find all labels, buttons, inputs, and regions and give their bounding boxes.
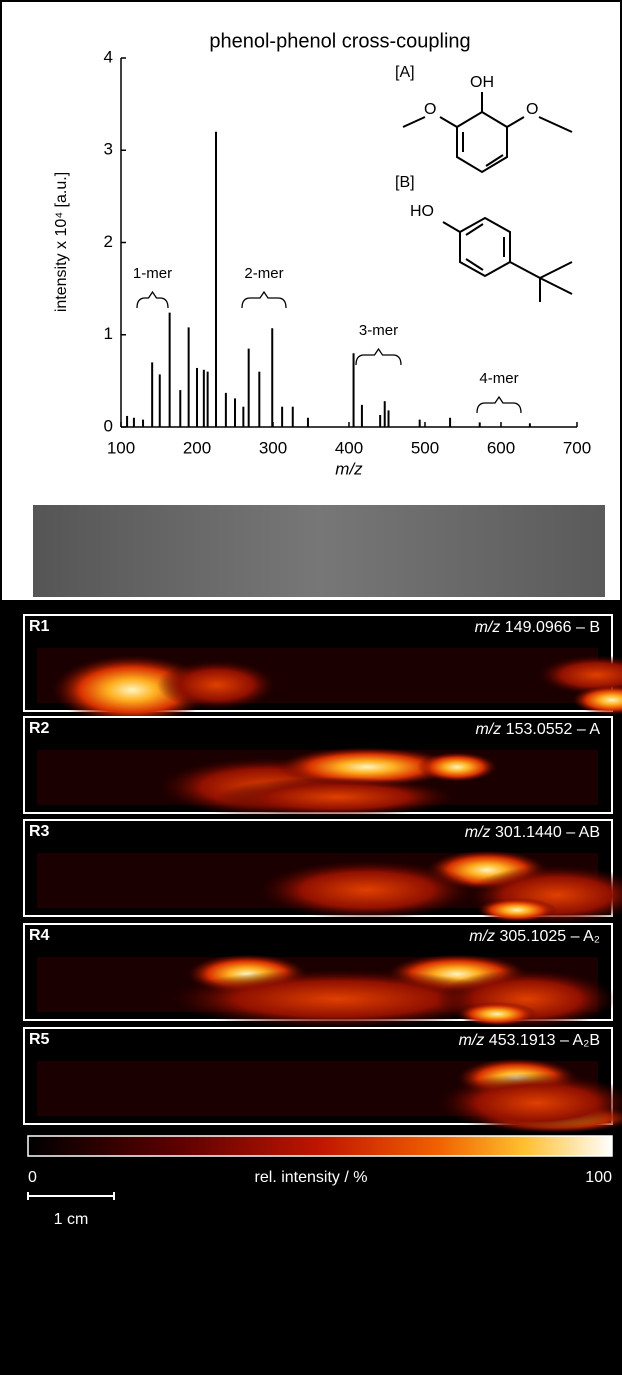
panel-mz: m/z 453.1913 – A₂B (459, 1032, 600, 1049)
ms-image-panel: R3 m/z 301.1440 – AB (23, 819, 622, 925)
atom-label: OH (470, 74, 494, 91)
x-tick-label: 200 (183, 438, 211, 457)
panel-label: R1 (29, 618, 50, 635)
panel-mz: m/z 153.0552 – A (475, 721, 600, 738)
structures (402, 92, 573, 302)
mz-value: 301.1440 (495, 824, 562, 841)
spectrum-panel (0, 0, 622, 602)
panel-mz: m/z 305.1025 – A₂ (469, 928, 600, 945)
species: – A (577, 721, 600, 738)
ms-image-panel: R4 m/z 305.1025 – A₂ (23, 923, 617, 1029)
ms-image-panel: R1 m/z 149.0966 – B (23, 614, 622, 725)
x-tick-label: 400 (335, 438, 363, 457)
structure-label: [B] (395, 174, 415, 191)
y-tick-label: 1 (104, 324, 113, 343)
species: – A₂ (571, 928, 600, 945)
colorbar-max: 100 (585, 1169, 612, 1186)
hotspot (217, 777, 457, 817)
ms-image-panel: R5 m/z 453.1913 – A₂B (23, 1027, 622, 1133)
panel-mz: m/z 149.0966 – B (475, 619, 600, 636)
x-tick-label: 100 (107, 438, 135, 457)
y-tick-label: 3 (104, 140, 113, 159)
mz-value: 305.1025 (499, 928, 566, 945)
colorbar-title: rel. intensity / % (255, 1169, 368, 1186)
structure-label: [A] (395, 64, 415, 81)
x-axis-label: m/z (335, 459, 363, 478)
annotation: 3-mer (359, 322, 398, 339)
scale-bar (27, 1192, 115, 1200)
chart-title: phenol-phenol cross-coupling (209, 30, 470, 52)
species: – B (576, 619, 600, 636)
colorbar-min: 0 (28, 1169, 37, 1186)
bracket (241, 290, 287, 309)
y-tick-label: 4 (104, 47, 113, 66)
mz-prefix: m/z (469, 928, 495, 945)
annotation: 2-mer (244, 265, 283, 282)
mz-prefix: m/z (475, 721, 501, 738)
mz-prefix: m/z (465, 824, 491, 841)
atom-label: HO (410, 203, 434, 220)
x-tick-label: 700 (563, 438, 591, 457)
mz-prefix: m/z (459, 1032, 485, 1049)
ms-image-panel: R2 m/z 153.0552 – A (23, 716, 613, 817)
y-tick-label: 2 (104, 232, 113, 251)
scale-bar-label: 1 cm (54, 1211, 89, 1228)
hotspot (457, 1002, 537, 1026)
x-tick-label: 500 (411, 438, 439, 457)
y-tick-label: 0 (104, 416, 113, 435)
atom-label: O (424, 101, 436, 118)
x-tick-label: 600 (487, 438, 515, 457)
mz-value: 149.0966 (505, 619, 572, 636)
species: – AB (566, 824, 600, 841)
atom-label: O (526, 101, 538, 118)
panel-label: R4 (29, 927, 50, 944)
hotspot (437, 1073, 622, 1133)
bracket (476, 395, 522, 414)
panel-label: R5 (29, 1031, 50, 1048)
hotspot (572, 685, 622, 715)
mz-value: 453.1913 (489, 1032, 556, 1049)
hotspot (157, 660, 277, 710)
bracket (136, 290, 169, 309)
bracket (355, 347, 402, 366)
panel-label: R2 (29, 720, 50, 737)
colorbar (27, 1135, 613, 1157)
species: – A₂B (560, 1032, 600, 1049)
panel-mz: m/z 301.1440 – AB (465, 824, 600, 841)
hotspot (167, 969, 507, 1029)
hotspot (477, 898, 557, 922)
hotspot (417, 752, 497, 782)
y-axis-label: intensity x 10⁴ [a.u.] (53, 172, 70, 312)
mz-prefix: m/z (475, 619, 501, 636)
x-tick-label: 300 (259, 438, 287, 457)
hotspot (277, 747, 457, 787)
panel-label: R3 (29, 823, 50, 840)
mz-value: 153.0552 (506, 721, 573, 738)
annotation: 1-mer (133, 265, 172, 282)
optical-image (33, 505, 605, 597)
hotspot (537, 655, 622, 695)
hotspot (257, 860, 477, 920)
annotation: 4-mer (479, 370, 518, 387)
